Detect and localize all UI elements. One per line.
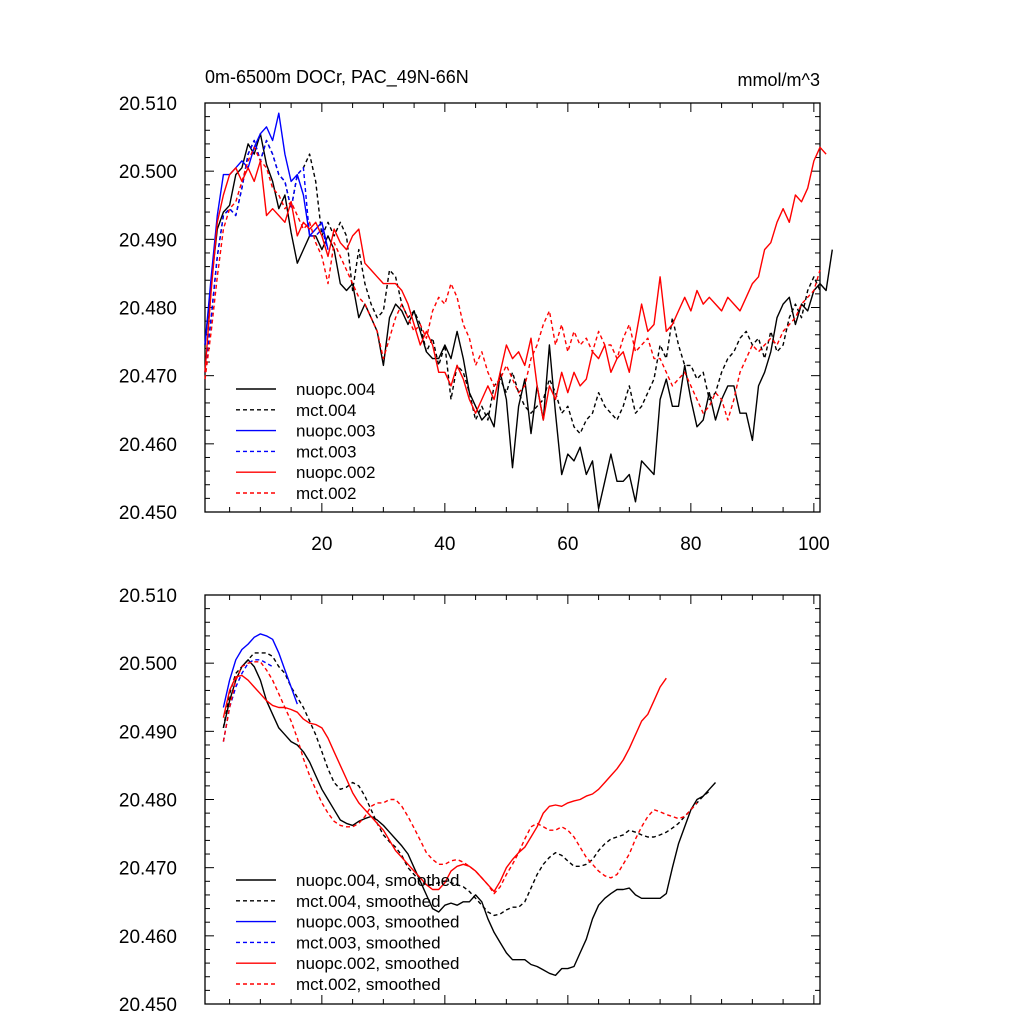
x-tick-label: 20 [311,534,332,555]
x-tick-label: 80 [680,534,701,555]
legend-label: mct.002 [296,484,356,503]
y-tick-label: 20.470 [119,367,177,388]
series-line-mct-002 [204,146,821,421]
chart-title: 0m-6500m DOCr, PAC_49N-66N [205,67,469,88]
legend-label: mct.002, smoothed [296,975,441,994]
series-line-nuopc-003-smoothed [222,633,298,708]
y-tick-label: 20.500 [119,162,177,183]
legend-label: mct.004, smoothed [296,892,441,911]
legend: nuopc.004, smoothed mct.004, smoothed nuop… [236,871,460,994]
chart-panel-1: 20 40 60 80 100 20.450 20.460 20.470 20.480 20.49… [119,94,833,555]
y-tick-label: 20.460 [119,435,177,456]
y-tick-label: 20.460 [119,927,177,948]
legend-label: mct.003 [296,442,356,461]
series-line-nuopc-002-smoothed [222,674,667,893]
x-tick-label: 60 [557,534,578,555]
legend-label: mct.004 [296,401,356,420]
y-tick-label: 20.480 [119,791,177,812]
series-line-nuopc-003 [204,112,329,346]
series-line-mct-004-smoothed [222,652,710,917]
series-line-mct-004 [204,139,821,435]
y-tick-label: 20.490 [119,230,177,251]
y-tick-label: 20.500 [119,654,177,675]
legend-label: nuopc.003, smoothed [296,913,460,932]
series-line-mct-003-smoothed [222,659,273,742]
legend-label: nuopc.002, smoothed [296,954,460,973]
y-tick-label: 20.510 [119,94,177,115]
legend-label: nuopc.003 [296,422,375,441]
chart-panel-2: 20.450 20.460 20.470 20.480 20.490 20.500 20.5… [119,586,821,1016]
y-tick-label: 20.470 [119,859,177,880]
legend-label: nuopc.004, smoothed [296,871,460,890]
series-line-mct-002-smoothed [222,661,698,895]
legend-label: nuopc.004 [296,380,375,399]
chart-panels: 20 40 60 80 100 20.450 20.460 20.470 20.480 20.49… [119,94,833,1016]
y-tick-label: 20.450 [119,995,177,1016]
y-tick-label: 20.450 [119,503,177,524]
legend-label: nuopc.002 [296,463,375,482]
x-tick-label: 100 [798,534,830,555]
legend-label: mct.003, smoothed [296,933,441,952]
y-tick-label: 20.510 [119,586,177,607]
chart-units-label: mmol/m^3 [738,70,820,90]
y-tick-label: 20.490 [119,722,177,743]
series-line-nuopc-002 [204,146,827,421]
series-line-nuopc-004-smoothed [222,659,717,977]
x-tick-label: 40 [434,534,455,555]
series-line-mct-003 [204,139,329,373]
y-tick-label: 20.480 [119,299,177,320]
